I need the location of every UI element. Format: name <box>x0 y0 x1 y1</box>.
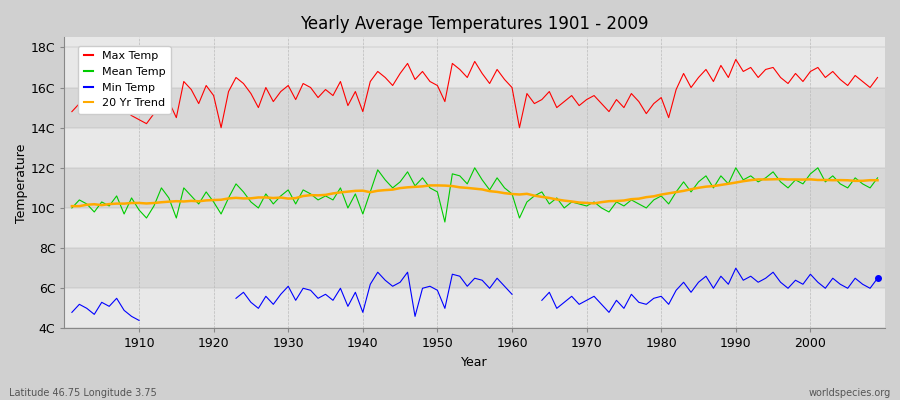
Title: Yearly Average Temperatures 1901 - 2009: Yearly Average Temperatures 1901 - 2009 <box>301 15 649 33</box>
Legend: Max Temp, Mean Temp, Min Temp, 20 Yr Trend: Max Temp, Mean Temp, Min Temp, 20 Yr Tre… <box>78 46 171 114</box>
Text: Latitude 46.75 Longitude 3.75: Latitude 46.75 Longitude 3.75 <box>9 388 157 398</box>
Bar <box>65 288 885 328</box>
Bar <box>65 168 885 208</box>
X-axis label: Year: Year <box>462 356 488 369</box>
Bar <box>65 128 885 168</box>
Y-axis label: Temperature: Temperature <box>15 143 28 222</box>
Text: worldspecies.org: worldspecies.org <box>809 388 891 398</box>
Bar <box>65 88 885 128</box>
Bar <box>65 208 885 248</box>
Bar <box>65 248 885 288</box>
Bar <box>65 47 885 88</box>
